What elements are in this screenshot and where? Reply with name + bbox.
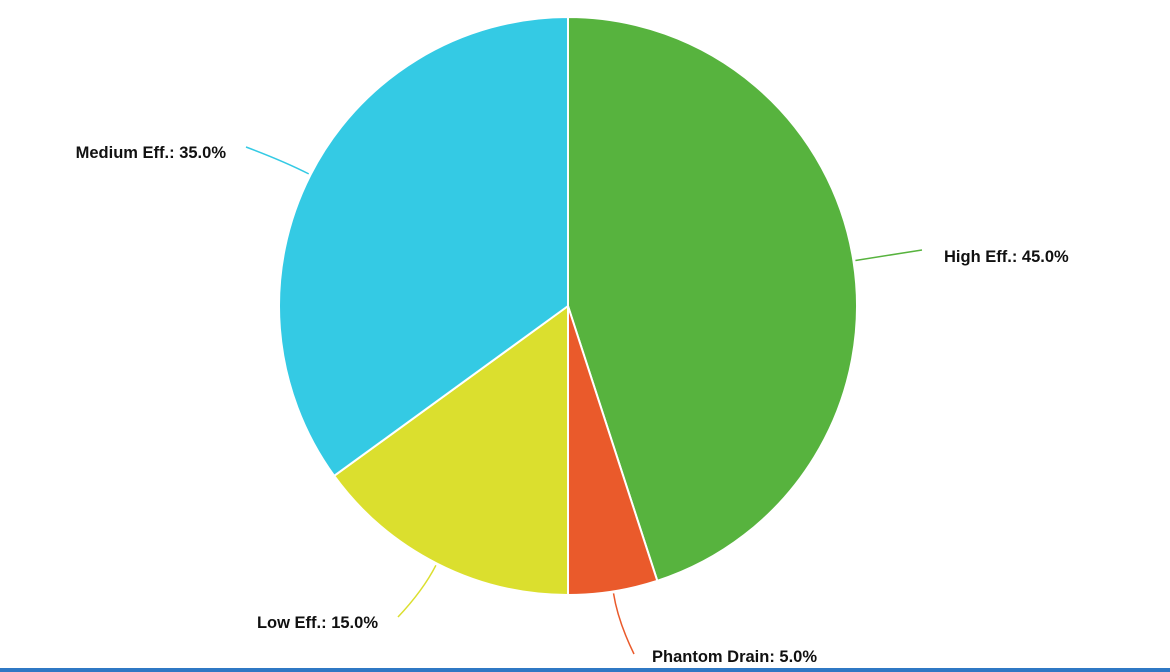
slice-label-low-eff: Low Eff.: 15.0%: [257, 614, 378, 632]
slice-label-medium-eff: Medium Eff.: 35.0%: [76, 144, 227, 162]
leader-line-phantom-drain: [612, 593, 635, 655]
pie-slice-high-eff: [567, 16, 858, 582]
bottom-accent-rule: [0, 668, 1170, 672]
leader-line-high-eff: [855, 249, 923, 262]
pie-slice-medium-eff: [278, 16, 569, 477]
slice-label-high-eff: High Eff.: 45.0%: [944, 248, 1069, 266]
pie-slices: [278, 16, 858, 596]
slice-labels: High Eff.: 45.0% Phantom Drain: 5.0% Low…: [76, 144, 1069, 666]
leader-lines: [245, 146, 923, 655]
leader-line-low-eff: [397, 564, 437, 618]
slice-label-phantom-drain: Phantom Drain: 5.0%: [652, 648, 817, 666]
pie-slice-low-eff: [333, 305, 569, 596]
leader-line-medium-eff: [245, 146, 310, 175]
